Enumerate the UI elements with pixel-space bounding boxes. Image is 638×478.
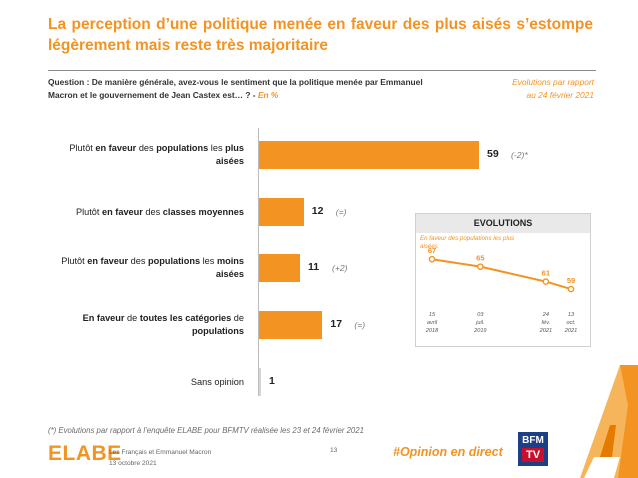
bar-0: [259, 141, 479, 169]
elabe-triangle-decoration: [580, 365, 638, 478]
evolution-note-line-2: au 24 février 2021: [526, 90, 594, 100]
bar-delta-3: (=): [354, 319, 366, 330]
evolution-date-3: 13 oct. 2021: [564, 312, 577, 334]
bar-value-4: 1: [269, 375, 275, 387]
bfmtv-logo-top: BFM: [522, 435, 544, 446]
question-body: Question : De manière générale, avez-vou…: [48, 77, 423, 100]
bar-value-3: 17: [330, 318, 343, 330]
evolution-value-1: 65: [476, 254, 484, 263]
evolution-point-1: [477, 263, 484, 270]
bar-label-2-part-e: les: [200, 256, 217, 266]
bar-label-2-part-b: en faveur: [87, 256, 129, 266]
bar-label-0-part-c: des: [136, 143, 157, 153]
bar-delta-2: (+2): [332, 262, 348, 273]
bar-label-1-part-b: en faveur: [102, 206, 143, 217]
evolution-date-3-day: 13: [568, 312, 575, 318]
evolution-date-2-day: 24: [542, 312, 549, 318]
page-number: 13: [330, 447, 338, 454]
evolution-date-1-month: juil.: [475, 320, 484, 326]
bfmtv-logo-bottom: TV: [522, 448, 544, 462]
bfmtv-logo: BFM TV: [518, 432, 548, 466]
bar-delta-1: (=): [335, 206, 347, 217]
bar-label-0-part-e: les: [208, 143, 226, 153]
study-title: Les Français et Emmanuel Macron: [109, 449, 212, 456]
bar-label-1: Plutôt en faveur des classes moyennes: [60, 206, 244, 219]
evolution-date-1: 03 juil. 2019: [473, 312, 486, 334]
bar-label-3-part-c: de: [124, 313, 140, 323]
bar-label-4: Sans opinion: [60, 376, 244, 389]
title-line-2: légèrement mais reste très majoritaire: [48, 37, 328, 54]
evolution-value-3: 59: [567, 276, 575, 285]
hashtag: #Opinion en direct: [393, 445, 503, 459]
bar-2: [259, 254, 301, 282]
evolution-point-0: [428, 255, 436, 263]
bar-label-0-part-a: Plutôt: [69, 143, 96, 153]
evolution-date-2-month: fév.: [542, 320, 551, 326]
bar-label-0-part-d: populations: [156, 143, 209, 153]
header-rule: [48, 70, 596, 71]
bar-label-0-part-b: en faveur: [95, 143, 137, 153]
footnote: (*) Evolutions par rapport à l’enquête E…: [48, 426, 364, 435]
evolution-point-2: [542, 278, 550, 285]
bar-label-3-part-d: toutes les catégories: [139, 313, 232, 323]
evolutions-line-chart: 67 15 avril 2018 65 03 juil. 2019 61 24 fév. 2021 59…: [425, 246, 577, 334]
evolution-value-0: 67: [428, 246, 436, 255]
title-line-1: La perception d’une politique menée en f…: [48, 16, 593, 33]
bar-label-1-part-d: classes moyennes: [162, 206, 244, 217]
bar-delta-0: (-2)*: [511, 149, 528, 160]
bar-label-0: Plutôt en faveur des populations les plu…: [60, 142, 244, 168]
bar-4: [259, 368, 261, 396]
evolutions-series-name: En faveur des populations les plus aisée…: [420, 235, 515, 250]
evolution-date-0-year: 2018: [425, 328, 439, 334]
bar-axis: [258, 128, 259, 396]
question-text: Question : De manière générale, avez-vou…: [48, 76, 448, 102]
footer-info: Les Français et Emmanuel Macron 13 octob…: [109, 447, 211, 469]
evolutions-title: EVOLUTIONS: [416, 214, 590, 233]
evolutions-panel: EVOLUTIONS En faveur des populations les…: [415, 213, 591, 347]
evolution-date-0-month: avril: [427, 320, 438, 326]
bar-label-2-part-c: des: [128, 256, 149, 266]
bar-value-1: 12: [311, 205, 324, 217]
evolution-date-1-year: 2019: [473, 328, 486, 334]
evolution-date-2: 24 fév. 2021: [539, 312, 552, 334]
slide-title: La perception d’une politique menée en f…: [48, 14, 593, 56]
evolution-note-line-1: Evolutions par rapport: [512, 77, 594, 87]
evolution-date-1-day: 03: [477, 312, 484, 318]
evolution-note: Evolutions par rapport au 24 février 202…: [454, 76, 594, 102]
bar-label-3-part-e: de: [231, 313, 244, 323]
bar-label-2: Plutôt en faveur des populations les moi…: [60, 255, 244, 281]
bar-label-1-part-c: des: [142, 206, 163, 217]
bar-value-2: 11: [308, 261, 320, 273]
evolution-date-3-month: oct.: [566, 320, 575, 326]
question-unit: En %: [257, 90, 279, 100]
bar-3: [259, 311, 323, 339]
elabe-logo: ELABE: [48, 442, 122, 465]
evolution-date-0: 15 avril 2018: [425, 312, 439, 334]
evolution-date-0-day: 15: [429, 312, 436, 318]
bar-label-3-part-f: populations: [191, 326, 244, 336]
bar-label-2-part-f: moins aisées: [215, 256, 244, 279]
study-date: 13 octobre 2021: [109, 460, 157, 467]
evolution-line: [431, 258, 572, 291]
evolution-date-3-year: 2021: [564, 328, 577, 334]
bar-label-0-part-f: plus aisées: [215, 143, 244, 166]
bar-label-2-part-d: populations: [148, 256, 201, 266]
bar-1: [259, 198, 304, 226]
bar-label-4-part-a: Sans opinion: [190, 376, 244, 387]
bar-label-3: En faveur de toutes les catégories de po…: [60, 312, 244, 338]
bar-value-0: 59: [487, 148, 499, 160]
evolution-date-2-year: 2021: [539, 328, 552, 334]
bar-label-3-part-b: En faveur: [82, 313, 125, 323]
evolution-point-3: [567, 285, 575, 293]
bar-label-2-part-a: Plutôt: [61, 256, 88, 266]
evolution-value-2: 61: [542, 269, 550, 278]
bar-label-1-part-a: Plutôt: [75, 206, 102, 217]
